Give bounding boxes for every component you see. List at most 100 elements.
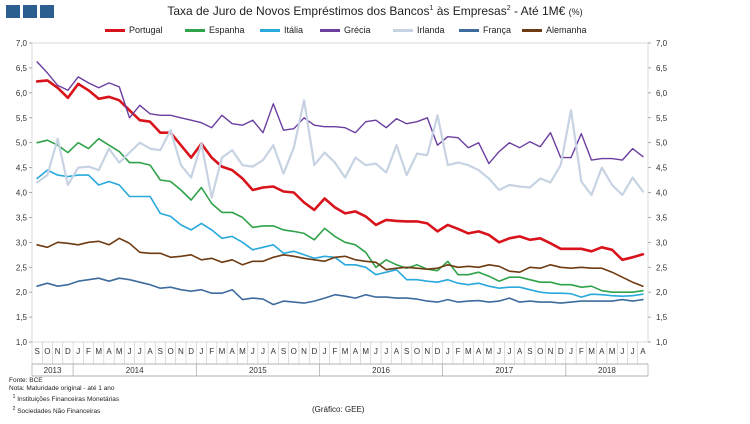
- x-tick-label-year: 2015: [249, 366, 267, 375]
- x-tick-label-month: J: [507, 347, 511, 356]
- title-mid: às Empresas: [433, 4, 507, 18]
- x-tick-label-month: F: [579, 347, 584, 356]
- footnote-1-text: Instituições Financeiras Monetárias: [15, 396, 120, 404]
- y-tick-label-right: 4,0: [656, 189, 668, 198]
- plot-area-border: [31, 42, 649, 343]
- maturity-note: Nota: Maturidade original - até 1 ano: [9, 385, 115, 393]
- series-line-irlanda: [35, 99, 645, 199]
- y-tick-label-right: 2,0: [656, 288, 668, 297]
- footnote-2-marker: 2: [12, 405, 16, 412]
- x-tick-label-year: 2016: [372, 366, 390, 375]
- y-tick-label-left: 5,0: [16, 139, 28, 148]
- legend-swatch-portugal: [105, 28, 125, 32]
- x-tick-label-month: J: [569, 347, 573, 356]
- chart-credit: (Gráfico: GEE): [312, 405, 365, 414]
- logo-block-2: [23, 5, 37, 18]
- y-tick-label-left: 2,0: [16, 288, 28, 297]
- footnote-2: 2 Sociedades Não Financeiras: [9, 405, 119, 416]
- x-tick-label-month: S: [34, 347, 39, 356]
- x-tick-label-month: A: [640, 347, 646, 356]
- title-end: - Até 1M€: [510, 4, 569, 18]
- legend-swatch-franca: [459, 28, 479, 32]
- x-tick-label-month: N: [548, 347, 554, 356]
- series-line-frança: [36, 277, 644, 306]
- x-tick-label-month: M: [609, 347, 616, 356]
- y-tick-label-left: 1,5: [16, 313, 28, 322]
- x-tick-label-year: 2018: [598, 366, 616, 375]
- y-tick-label-left: 7,0: [16, 39, 28, 48]
- legend-swatch-espanha: [185, 28, 205, 32]
- x-tick-label-month: J: [374, 347, 378, 356]
- y-tick-label-right: 5,5: [656, 114, 668, 123]
- legend-label-espanha: Espanha: [209, 25, 245, 35]
- y-tick-label-left: 3,0: [16, 238, 28, 247]
- x-tick-label-month: D: [435, 347, 441, 356]
- legend-swatch-alemanha: [522, 28, 542, 32]
- x-tick-label-month: M: [239, 347, 246, 356]
- legend-item-grecia: Grécia: [320, 25, 371, 35]
- legend-item-espanha: Espanha: [185, 25, 245, 35]
- x-tick-label-month: N: [178, 347, 184, 356]
- x-tick-label-month: N: [55, 347, 61, 356]
- x-tick-label-month: A: [230, 347, 236, 356]
- x-tick-label-month: M: [588, 347, 595, 356]
- legend-label-alemanha: Alemanha: [546, 25, 587, 35]
- x-tick-label-month: S: [404, 347, 409, 356]
- y-tick-label-left: 6,0: [16, 89, 28, 98]
- legend-swatch-irlanda: [393, 28, 413, 32]
- legend-label-italia: Itália: [284, 25, 304, 35]
- x-tick-label-month: N: [301, 347, 307, 356]
- x-tick-label-month: A: [147, 347, 153, 356]
- x-tick-label-month: D: [65, 347, 71, 356]
- x-tick-label-month: J: [384, 347, 388, 356]
- x-tick-label-month: A: [599, 347, 605, 356]
- legend-item-irlanda: Irlanda: [393, 25, 445, 35]
- series-line-grécia: [36, 61, 644, 165]
- series-line-espanha: [36, 137, 644, 294]
- x-tick-label-month: D: [558, 347, 564, 356]
- x-tick-label-month: J: [76, 347, 80, 356]
- x-tick-label-month: F: [456, 347, 461, 356]
- x-tick-label-year: 2017: [495, 366, 513, 375]
- y-tick-label-left: 4,5: [16, 164, 28, 173]
- x-tick-label-month: A: [353, 347, 359, 356]
- legend-label-franca: França: [483, 25, 512, 35]
- legend-label-grecia: Grécia: [344, 25, 371, 35]
- x-tick-label-month: J: [323, 347, 327, 356]
- legend-swatch-italia: [260, 28, 280, 32]
- series-line-alemanha: [36, 237, 644, 288]
- x-tick-label-month: O: [414, 347, 420, 356]
- y-tick-label-left: 2,5: [16, 263, 28, 272]
- x-tick-label-month: S: [281, 347, 286, 356]
- logo-block-1: [6, 5, 20, 18]
- x-tick-label-month: F: [332, 347, 337, 356]
- x-tick-label-month: O: [537, 347, 543, 356]
- x-tick-label-month: F: [209, 347, 214, 356]
- chart-title: Taxa de Juro de Novos Empréstimos dos Ba…: [0, 4, 750, 18]
- x-tick-label-month: J: [446, 347, 450, 356]
- x-tick-label-month: M: [342, 347, 349, 356]
- title-footnote-2: 2: [506, 5, 511, 12]
- x-tick-label-month: D: [188, 347, 194, 356]
- x-tick-label-month: N: [424, 347, 430, 356]
- x-tick-label-month: M: [95, 347, 102, 356]
- x-tick-label-month: J: [251, 347, 255, 356]
- x-tick-label-year: 2014: [126, 366, 144, 375]
- logo-block-3: [40, 5, 54, 18]
- legend-item-alemanha: Alemanha: [522, 25, 587, 35]
- y-tick-label-left: 4,0: [16, 189, 28, 198]
- x-tick-label-month: J: [199, 347, 203, 356]
- y-tick-label-right: 1,0: [656, 338, 668, 347]
- x-tick-label-month: M: [465, 347, 472, 356]
- x-tick-label-month: A: [476, 347, 482, 356]
- x-tick-label-month: O: [44, 347, 50, 356]
- legend-item-franca: França: [459, 25, 511, 35]
- x-tick-label-month: M: [219, 347, 226, 356]
- x-tick-label-month: M: [486, 347, 493, 356]
- x-tick-label-month: A: [394, 347, 400, 356]
- x-tick-label-month: J: [620, 347, 624, 356]
- footer-notes: Fonte: BCE Nota: Maturidade original - a…: [9, 377, 119, 416]
- footnote-1-marker: 1: [12, 394, 16, 401]
- x-tick-label-month: J: [631, 347, 635, 356]
- x-tick-label-month: A: [106, 347, 112, 356]
